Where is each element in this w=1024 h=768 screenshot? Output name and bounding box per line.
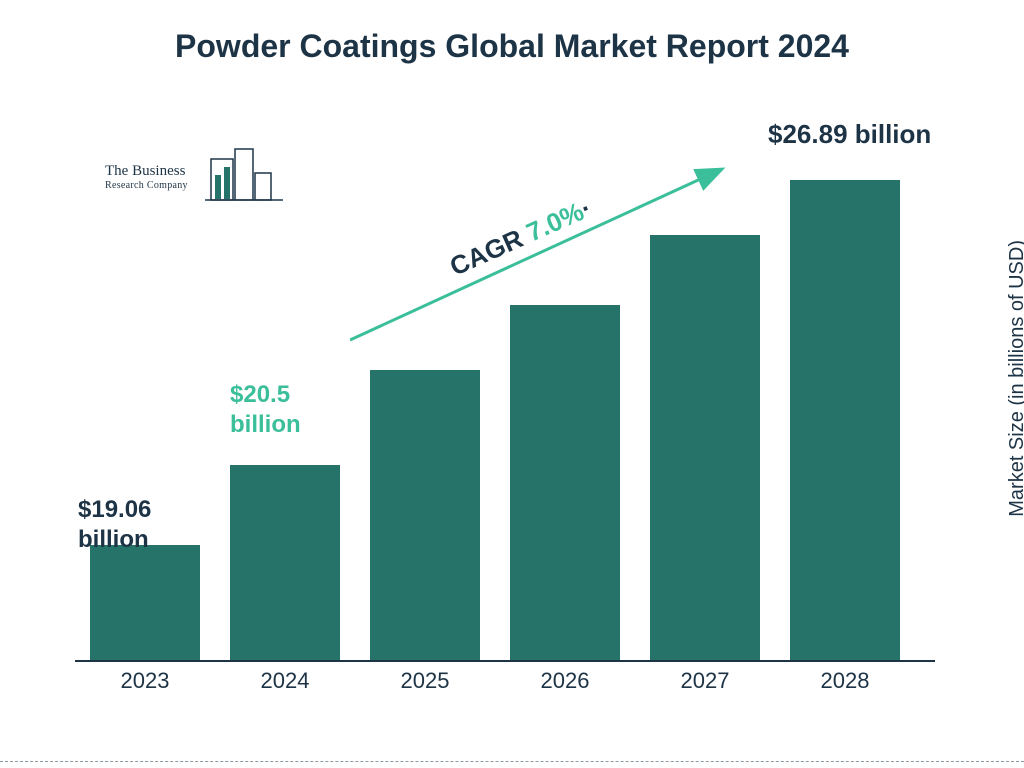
- x-tick-label: 2024: [230, 668, 340, 694]
- callout-last-value: $26.89 billion: [768, 118, 931, 151]
- x-axis-line: [75, 660, 935, 662]
- bar: [90, 545, 200, 660]
- bar: [370, 370, 480, 660]
- x-tick-label: 2028: [790, 668, 900, 694]
- x-tick-label: 2027: [650, 668, 760, 694]
- bar: [230, 465, 340, 660]
- chart-title: Powder Coatings Global Market Report 202…: [0, 28, 1024, 65]
- callout-first-value: $19.06 billion: [78, 495, 198, 555]
- x-tick-label: 2025: [370, 668, 480, 694]
- x-tick-label: 2023: [90, 668, 200, 694]
- callout-second-value: $20.5 billion: [230, 380, 350, 440]
- cagr-annotation: CAGR 7.0%·: [350, 160, 730, 350]
- footer-divider: [0, 761, 1024, 762]
- cagr-arrow-icon: [350, 160, 730, 350]
- bar: [790, 180, 900, 660]
- y-axis-label: Market Size (in billions of USD): [1006, 240, 1024, 517]
- x-tick-label: 2026: [510, 668, 620, 694]
- bar: [510, 305, 620, 660]
